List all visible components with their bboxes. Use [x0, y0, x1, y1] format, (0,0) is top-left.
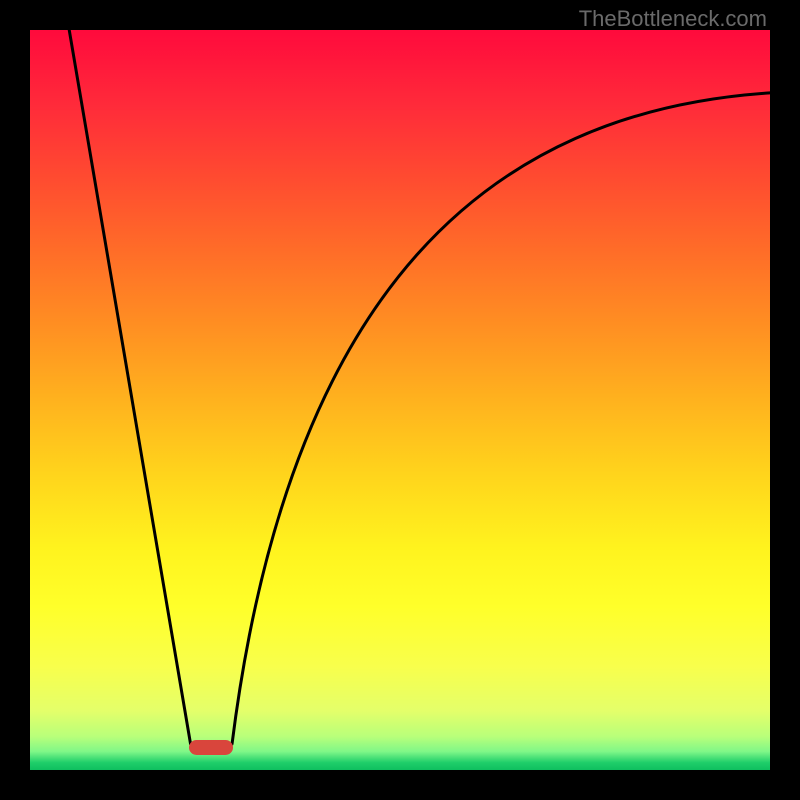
chart-container: TheBottleneck.com — [0, 0, 800, 800]
plot-area — [30, 30, 770, 770]
watermark-label: TheBottleneck.com — [579, 6, 767, 31]
curve-layer — [30, 30, 770, 770]
watermark-text: TheBottleneck.com — [579, 6, 767, 32]
bottleneck-curve — [69, 30, 770, 744]
bottleneck-marker — [189, 740, 233, 755]
